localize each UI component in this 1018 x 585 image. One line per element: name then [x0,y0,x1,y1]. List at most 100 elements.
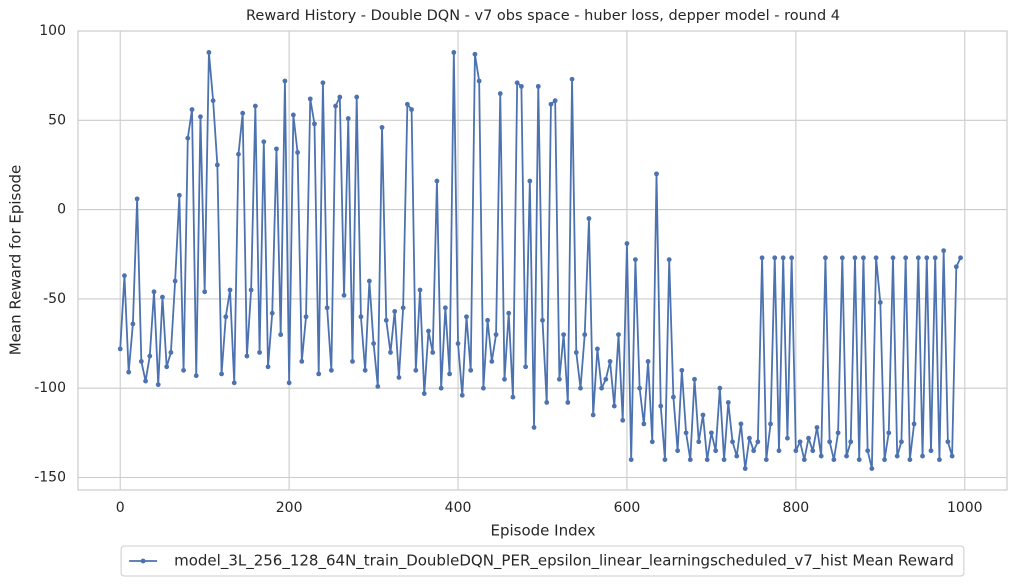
data-point [138,359,144,364]
data-point [358,314,364,320]
data-point [759,255,765,261]
data-point [117,346,123,352]
data-point [535,83,541,89]
data-point [362,367,368,373]
data-point [590,412,596,418]
data-point [886,430,892,436]
data-point [565,400,571,405]
data-point [438,385,444,391]
data-point [214,162,220,168]
data-point [548,101,554,107]
data-point [633,257,638,263]
data-point [181,367,186,373]
data-point [932,255,938,261]
data-point [556,376,562,382]
data-point [540,317,545,323]
x-tick-label: 800 [782,500,809,516]
data-point [261,139,267,145]
data-point [734,453,740,459]
x-tick-label: 200 [276,500,303,516]
data-point [831,457,837,463]
data-point [392,309,398,314]
data-point [747,435,752,441]
x-axis-label: Episode Index [491,522,596,540]
data-point [658,403,664,409]
data-point [751,448,757,454]
data-point [248,287,254,293]
data-point [894,453,900,459]
data-point [763,457,769,463]
data-point [544,400,550,405]
data-point [320,80,326,86]
data-point [231,380,237,386]
data-point [354,94,360,100]
data-point [683,430,689,436]
data-point [210,98,216,104]
data-point [227,287,233,293]
data-point [527,178,533,184]
data-point [709,430,714,436]
data-point [949,453,955,459]
data-point [371,341,376,346]
data-point [742,466,748,471]
data-point [404,101,410,107]
data-point [899,439,904,445]
data-point [945,439,951,445]
data-point [413,367,419,373]
legend-box [120,545,965,577]
y-tick-label: -150 [34,469,66,485]
data-point [717,385,723,391]
data-point [151,289,157,295]
data-point [725,400,731,405]
data-point [464,314,469,320]
data-point [274,146,279,152]
data-point [730,439,735,445]
data-point [480,385,486,391]
data-point [185,135,191,141]
data-point [776,448,782,454]
data-point [328,367,334,373]
data-point [455,341,461,346]
x-tick-label: 600 [614,500,641,516]
y-tick-label: 50 [48,112,66,128]
data-point [844,453,849,459]
x-tick-label: 0 [116,500,125,516]
data-point [920,453,925,459]
data-point [126,369,132,375]
data-point [924,255,930,261]
data-point [645,359,651,364]
x-tick-label: 400 [445,500,472,516]
data-point [122,273,127,279]
y-axis-label: Mean Reward for Episode [7,165,25,356]
data-point [312,121,317,127]
data-point [624,241,630,246]
data-point [282,78,288,84]
data-point [286,380,292,386]
data-point [882,457,887,463]
data-point [172,278,178,284]
data-point [396,375,402,380]
data-point [244,353,250,359]
legend-marker [140,558,146,564]
data-line [119,51,962,470]
data-point [620,417,626,423]
y-tick-label: -50 [43,291,66,307]
y-tick-label: -100 [34,380,66,396]
data-point [552,98,558,104]
data-point [827,439,833,445]
data-point [345,116,351,121]
chart-title: Reward History - Double DQN - v7 obs spa… [246,8,840,24]
data-point [417,287,423,293]
data-point [852,255,858,261]
data-point [611,403,617,409]
y-tick-label: 0 [57,202,66,218]
data-point [818,453,824,459]
data-point [907,457,913,463]
data-point [806,435,811,441]
data-point [692,376,697,382]
data-point [497,91,503,96]
data-point [333,103,338,109]
data-point [240,110,246,116]
data-point [890,255,896,261]
data-point [594,346,600,352]
